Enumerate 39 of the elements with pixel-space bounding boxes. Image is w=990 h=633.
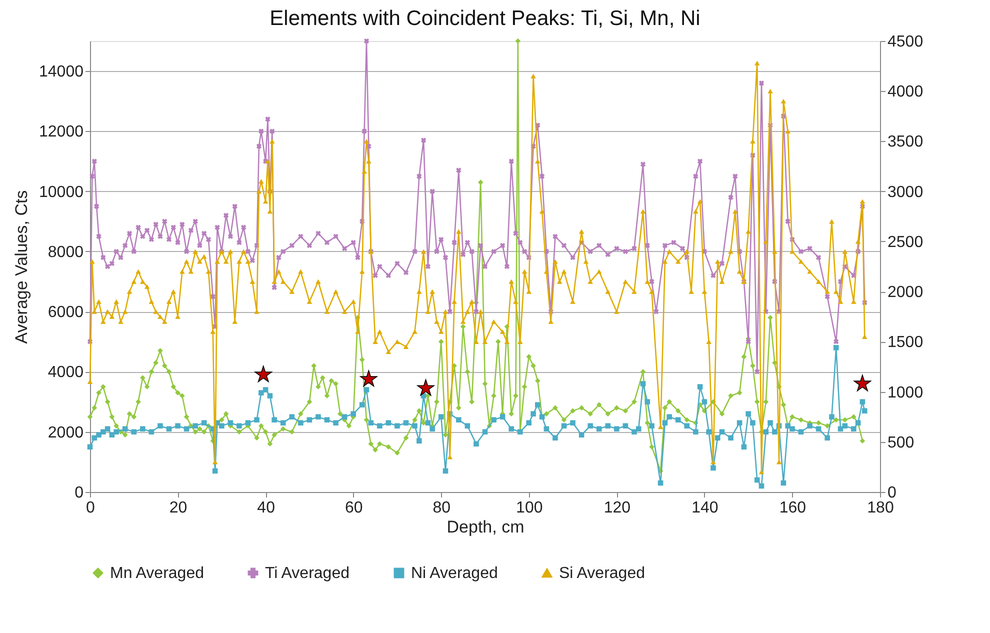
point — [854, 374, 872, 392]
x-tick-label: 0 — [86, 500, 96, 516]
y2-tick-label: 500 — [888, 434, 914, 452]
y-tick-label: 8000 — [48, 244, 84, 261]
y2-tick-label: 4000 — [888, 84, 924, 101]
legend-label: Si Averaged — [559, 565, 645, 582]
y2-tick-label: 3000 — [888, 184, 924, 201]
legend-label: Ni Averaged — [411, 565, 498, 582]
y-tick-label: 14000 — [39, 64, 84, 81]
y-tick-label: 4000 — [48, 364, 84, 382]
y2-tick-label: 1000 — [888, 384, 924, 402]
y2-tick-label: 2500 — [888, 234, 924, 251]
chart-title: Elements with Coincident Peaks: Ti, Si, Mn, Ni — [270, 7, 700, 30]
legend-label: Mn Averaged — [110, 565, 204, 582]
x-tick-label: 100 — [516, 500, 543, 516]
y2-tick-label: 4500 — [888, 34, 924, 50]
x-tick-label: 180 — [867, 500, 894, 516]
point — [417, 379, 434, 396]
x-tick-label: 120 — [604, 500, 631, 516]
y-tick-label: 10000 — [39, 184, 84, 201]
x-tick-label: 80 — [432, 500, 451, 516]
x-tick-label: 40 — [257, 500, 276, 516]
y-axis-title: Average Values, Cts — [12, 190, 32, 344]
legend-label: Ti Averaged — [265, 565, 350, 582]
x-tick-label: 60 — [344, 500, 363, 516]
point — [360, 370, 378, 387]
point — [254, 366, 272, 382]
x-tick-label: 160 — [779, 500, 806, 516]
y-tick-label: 2000 — [48, 424, 84, 442]
y2-tick-label: 1500 — [888, 334, 924, 352]
y2-tick-label: 3500 — [888, 134, 924, 151]
x-tick-label: 140 — [692, 500, 718, 516]
x-axis-title: Depth, cm — [446, 518, 524, 536]
y-tick-label: 6000 — [48, 304, 84, 322]
y-tick-label: 0 — [74, 484, 84, 502]
y2-tick-label: 2000 — [888, 284, 924, 302]
y2-tick-label: 0 — [888, 484, 896, 502]
x-tick-label: 20 — [169, 500, 188, 516]
y-tick-label: 12000 — [39, 124, 84, 141]
